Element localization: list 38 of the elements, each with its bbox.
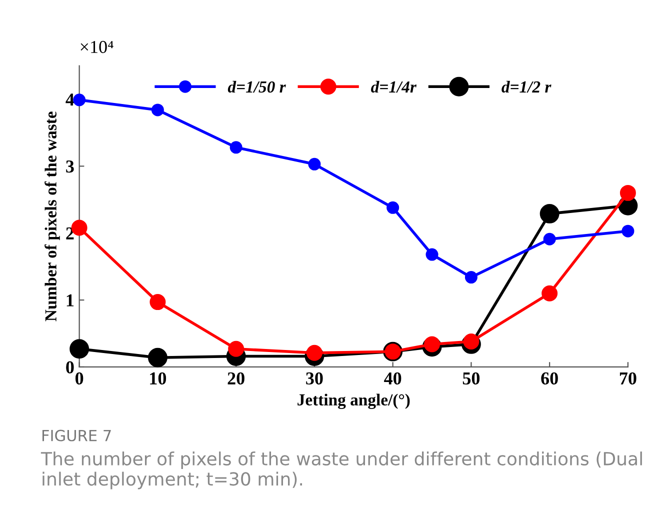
caption: FIGURE 7 bbox=[42, 430, 111, 442]
x-tick-label: 50 bbox=[462, 372, 480, 385]
text: The number of pixels of the waste under different conditions (Dual inlet deployment; t=30 min). bbox=[40, 452, 642, 490]
legend-label: d=1/50 r bbox=[228, 80, 286, 93]
point bbox=[151, 104, 164, 116]
y-tick-label: 3 bbox=[66, 160, 74, 173]
point bbox=[542, 285, 558, 302]
x-tick-label: 40 bbox=[384, 372, 402, 385]
x-tick-label: 60 bbox=[541, 372, 558, 385]
point bbox=[386, 201, 400, 214]
x-tick-label: 70 bbox=[620, 372, 636, 385]
legend-label: d=1/4r bbox=[371, 80, 417, 93]
point bbox=[230, 141, 242, 154]
text: ×10⁴ bbox=[80, 40, 114, 54]
x-tick-label: 0 bbox=[75, 372, 84, 385]
x-axis-title: Jetting angle/(°) bbox=[298, 394, 410, 409]
point bbox=[424, 336, 440, 352]
y-tick-label: 0 bbox=[66, 361, 74, 374]
y-axis-title: Number of pixels of the waste bbox=[44, 112, 60, 322]
x-tick-label: 30 bbox=[306, 372, 323, 385]
point bbox=[150, 294, 166, 310]
x-tick-label: 20 bbox=[228, 372, 244, 385]
point bbox=[540, 204, 560, 224]
y-tick-label: 1 bbox=[66, 294, 74, 306]
point bbox=[148, 348, 168, 368]
legend-label: d=1/2 r bbox=[502, 80, 552, 93]
point bbox=[426, 248, 438, 261]
point bbox=[73, 94, 86, 106]
point bbox=[306, 344, 322, 361]
point bbox=[464, 271, 478, 284]
point bbox=[543, 232, 556, 246]
point bbox=[622, 224, 634, 238]
point bbox=[463, 334, 480, 350]
point bbox=[70, 339, 90, 359]
point bbox=[308, 158, 321, 170]
x-tick-label: 10 bbox=[150, 372, 166, 385]
point bbox=[228, 340, 244, 357]
point bbox=[620, 184, 636, 201]
